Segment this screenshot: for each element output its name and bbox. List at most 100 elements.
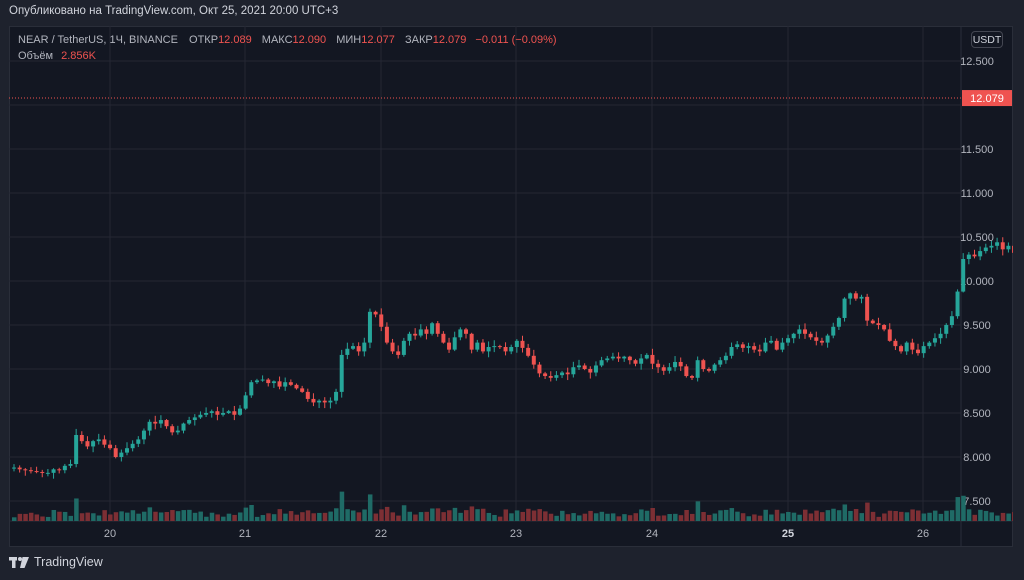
candle-down bbox=[740, 344, 745, 348]
volume-bar bbox=[401, 505, 407, 521]
candle-up bbox=[475, 342, 480, 350]
candle-up bbox=[746, 346, 751, 348]
candle-up bbox=[593, 365, 598, 373]
time-axis-label: 20 bbox=[104, 528, 116, 540]
candle-down bbox=[853, 293, 858, 299]
volume-bar bbox=[769, 514, 774, 521]
volume-bar bbox=[113, 512, 119, 521]
candle-down bbox=[164, 420, 169, 427]
candle-up bbox=[966, 254, 971, 259]
volume-bar bbox=[706, 514, 712, 521]
candle-up bbox=[317, 400, 322, 403]
volume-bar bbox=[1012, 512, 1013, 521]
currency-button[interactable]: USDT bbox=[971, 31, 1003, 48]
candle-up bbox=[181, 423, 186, 431]
footer-brand[interactable]: TradingView bbox=[9, 555, 103, 569]
volume-bar bbox=[339, 491, 345, 521]
volume-bar bbox=[757, 515, 763, 521]
volume-bar bbox=[819, 512, 825, 521]
candle-up bbox=[769, 340, 774, 343]
volume-bar bbox=[644, 510, 650, 521]
candle-up bbox=[430, 323, 435, 334]
volume-bar bbox=[187, 509, 192, 521]
volume-bar bbox=[599, 511, 605, 521]
candle-up bbox=[243, 395, 248, 409]
candle-up bbox=[271, 381, 276, 384]
volume-bar bbox=[198, 511, 203, 521]
volume-bar bbox=[192, 512, 198, 521]
volume-bar bbox=[882, 513, 887, 521]
candle-up bbox=[639, 358, 644, 364]
candle-up bbox=[401, 340, 406, 355]
candle-down bbox=[305, 391, 310, 399]
volume-bar bbox=[627, 515, 633, 521]
volume-bar bbox=[938, 513, 944, 521]
candle-down bbox=[582, 365, 587, 369]
candle-up bbox=[147, 421, 152, 431]
volume-bar bbox=[108, 514, 113, 521]
volume-bar bbox=[458, 512, 463, 521]
volume-bar bbox=[803, 509, 808, 521]
volume-bar bbox=[170, 510, 175, 521]
last-price-label: 12.079 bbox=[970, 93, 1004, 105]
volume-bar bbox=[740, 513, 746, 521]
volume-bar bbox=[68, 515, 73, 521]
volume-bar bbox=[712, 513, 718, 521]
candle-up bbox=[458, 329, 463, 338]
candle-down bbox=[1012, 245, 1013, 253]
volume-bar bbox=[565, 514, 571, 521]
volume-bar bbox=[96, 515, 102, 521]
volume-bar bbox=[605, 513, 610, 521]
symbol-label[interactable]: NEAR / TetherUS, 1Ч, BINANCE bbox=[18, 34, 178, 46]
volume-bar bbox=[294, 514, 299, 521]
candle-down bbox=[876, 323, 881, 325]
high-value: 12.090 bbox=[292, 34, 327, 46]
candle-up bbox=[995, 242, 1000, 246]
volume-bar bbox=[859, 513, 864, 521]
volume-bar bbox=[978, 509, 983, 521]
candle-up bbox=[927, 342, 932, 347]
candle-up bbox=[96, 439, 101, 442]
candle-down bbox=[543, 373, 548, 377]
volume-bar bbox=[317, 512, 322, 521]
price-chart[interactable]: 20 21 22 23 24 25 26 12.500 11.500 11.000 10.500 10… bbox=[9, 26, 1013, 547]
candle-up bbox=[673, 361, 678, 368]
candle-down bbox=[814, 337, 819, 341]
volume-bar bbox=[661, 515, 667, 521]
volume-row: Объём 2.856K bbox=[18, 48, 557, 64]
volume-bar bbox=[548, 513, 554, 521]
volume-bar bbox=[215, 514, 220, 521]
candle-down bbox=[1000, 242, 1005, 250]
price-axis-label: 8.500 bbox=[963, 408, 991, 420]
candle-down bbox=[435, 323, 440, 334]
candle-down bbox=[277, 381, 282, 387]
candle-up bbox=[571, 367, 576, 375]
time-axis-label: 22 bbox=[375, 528, 387, 540]
candle-up bbox=[62, 465, 67, 471]
candle-up bbox=[362, 342, 367, 352]
volume-bar bbox=[797, 514, 802, 521]
candle-up bbox=[983, 247, 988, 252]
volume-bar bbox=[243, 507, 249, 521]
volume-bar bbox=[486, 512, 492, 521]
candle-up bbox=[367, 311, 372, 343]
candle-up bbox=[1006, 245, 1011, 250]
candle-up bbox=[859, 296, 864, 299]
candle-up bbox=[51, 469, 56, 473]
volume-bar bbox=[492, 514, 497, 521]
volume-bar bbox=[690, 513, 695, 521]
volume-bar bbox=[221, 516, 226, 521]
candle-up bbox=[198, 414, 203, 418]
published-caption: Опубликовано на TradingView.com, Окт 25,… bbox=[9, 5, 339, 17]
candle-down bbox=[311, 398, 316, 403]
volume-bar bbox=[34, 514, 40, 521]
volume-bar bbox=[729, 508, 735, 521]
candle-down bbox=[464, 329, 468, 334]
volume-bar bbox=[238, 512, 243, 521]
price-axis-label: 10.500 bbox=[960, 232, 994, 244]
volume-bar bbox=[752, 514, 757, 521]
candle-down bbox=[803, 329, 807, 334]
volume-bar bbox=[1000, 512, 1006, 521]
candle-down bbox=[373, 311, 378, 315]
candle-down bbox=[322, 400, 327, 403]
